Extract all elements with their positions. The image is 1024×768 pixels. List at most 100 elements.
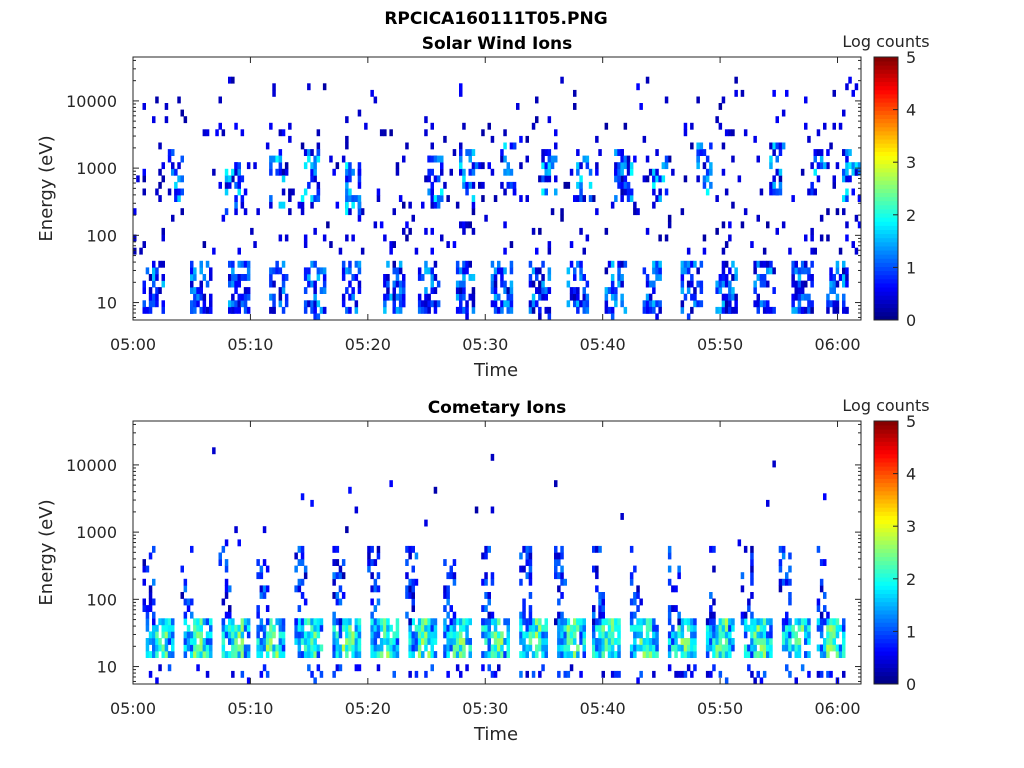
heatmap-cell xyxy=(715,306,719,314)
heatmap-cell xyxy=(509,260,514,268)
heatmap-cell xyxy=(541,175,545,183)
heatmap-cell xyxy=(161,300,165,308)
heatmap-cell xyxy=(554,188,558,196)
heatmap-cell xyxy=(231,618,235,626)
heatmap-cell xyxy=(607,260,612,268)
heatmap-cell xyxy=(525,155,529,163)
heatmap-cell xyxy=(826,306,830,314)
colorbar-swatch xyxy=(874,647,898,652)
heatmap-cell xyxy=(579,175,583,183)
heatmap-cell xyxy=(639,670,643,678)
heatmap-cell xyxy=(234,306,238,314)
heatmap-cell xyxy=(193,293,197,301)
y-tick-label: 10000 xyxy=(66,92,117,111)
colorbar-swatch xyxy=(874,209,898,214)
heatmap-cell xyxy=(740,618,745,626)
heatmap-cell xyxy=(544,188,548,196)
heatmap-cell xyxy=(142,241,146,248)
heatmap-cell xyxy=(576,162,580,170)
heatmap-cell xyxy=(525,644,529,652)
heatmap-cell xyxy=(408,585,412,593)
heatmap-cell xyxy=(357,201,362,209)
heatmap-cell xyxy=(373,618,378,626)
heatmap-cell xyxy=(484,572,488,580)
heatmap-cell xyxy=(756,631,760,639)
heatmap-cell xyxy=(816,670,821,678)
heatmap-cell xyxy=(766,267,770,275)
heatmap-cell xyxy=(417,651,422,658)
heatmap-cell xyxy=(531,122,536,130)
heatmap-cell xyxy=(212,168,216,176)
heatmap-cell xyxy=(190,598,194,606)
heatmap-cell xyxy=(190,274,194,281)
heatmap-cell xyxy=(341,618,346,626)
heatmap-cell xyxy=(728,280,732,288)
heatmap-cell xyxy=(155,638,159,645)
colorbar-swatch xyxy=(874,642,898,648)
heatmap-cell xyxy=(468,274,472,281)
heatmap-cell xyxy=(316,155,321,163)
heatmap-cell xyxy=(152,651,156,658)
colorbar-swatch xyxy=(874,176,898,181)
heatmap-cell xyxy=(395,293,400,301)
heatmap-cell xyxy=(652,651,656,658)
heatmap-cell xyxy=(769,638,773,645)
heatmap-cell xyxy=(205,306,210,314)
heatmap-cell xyxy=(430,227,434,235)
heatmap-cell xyxy=(750,618,754,626)
colorbar-frame xyxy=(873,56,899,321)
heatmap-cell xyxy=(433,306,438,314)
heatmap-cell xyxy=(721,142,726,150)
heatmap-cell xyxy=(509,241,514,248)
heatmap-cell xyxy=(471,195,476,202)
heatmap-cell xyxy=(379,644,384,652)
heatmap-cell xyxy=(658,267,662,275)
heatmap-cell xyxy=(190,631,194,639)
heatmap-cell xyxy=(459,83,463,91)
heatmap-cell xyxy=(756,300,760,308)
heatmap-cell xyxy=(383,306,387,314)
heatmap-cell xyxy=(693,293,697,301)
heatmap-cell xyxy=(819,644,824,652)
heatmap-cell xyxy=(690,293,694,301)
x-tick-label: 05:00 xyxy=(110,335,156,354)
heatmap-cell xyxy=(417,631,422,639)
heatmap-cell xyxy=(177,162,181,170)
heatmap-cell xyxy=(228,611,232,619)
heatmap-cell xyxy=(854,247,859,255)
heatmap-cell xyxy=(269,631,273,639)
heatmap-cell xyxy=(145,618,150,626)
heatmap-cell xyxy=(319,287,324,294)
colorbar-tick-label: 0 xyxy=(906,311,916,330)
heatmap-cell xyxy=(183,578,188,586)
heatmap-cell xyxy=(528,545,533,553)
heatmap-cell xyxy=(209,651,213,658)
heatmap-cell xyxy=(281,274,286,281)
heatmap-cell xyxy=(762,306,767,314)
colorbar-swatch xyxy=(874,246,898,251)
heatmap-cell xyxy=(155,677,159,685)
heatmap-cell xyxy=(202,274,207,281)
heatmap-cell xyxy=(354,664,359,672)
heatmap-cell xyxy=(269,618,273,626)
heatmap-cell xyxy=(446,631,450,639)
heatmap-cell xyxy=(848,76,852,84)
heatmap-cell xyxy=(557,638,561,645)
heatmap-cell xyxy=(386,260,390,268)
heatmap-cell xyxy=(297,578,302,586)
heatmap-cell xyxy=(614,149,618,156)
heatmap-cell xyxy=(471,208,476,216)
heatmap-cell xyxy=(278,155,283,163)
heatmap-cell xyxy=(538,624,542,632)
heatmap-cell xyxy=(275,155,279,163)
heatmap-cell xyxy=(332,559,336,566)
heatmap-cell xyxy=(402,280,406,288)
heatmap-cell xyxy=(766,300,770,308)
heatmap-cell xyxy=(576,306,580,314)
heatmap-cell xyxy=(525,624,529,632)
heatmap-cell xyxy=(148,592,153,599)
colorbar-swatch xyxy=(874,659,898,664)
heatmap-cell xyxy=(180,188,184,196)
heatmap-cell xyxy=(490,651,495,658)
heatmap-cell xyxy=(800,664,805,672)
